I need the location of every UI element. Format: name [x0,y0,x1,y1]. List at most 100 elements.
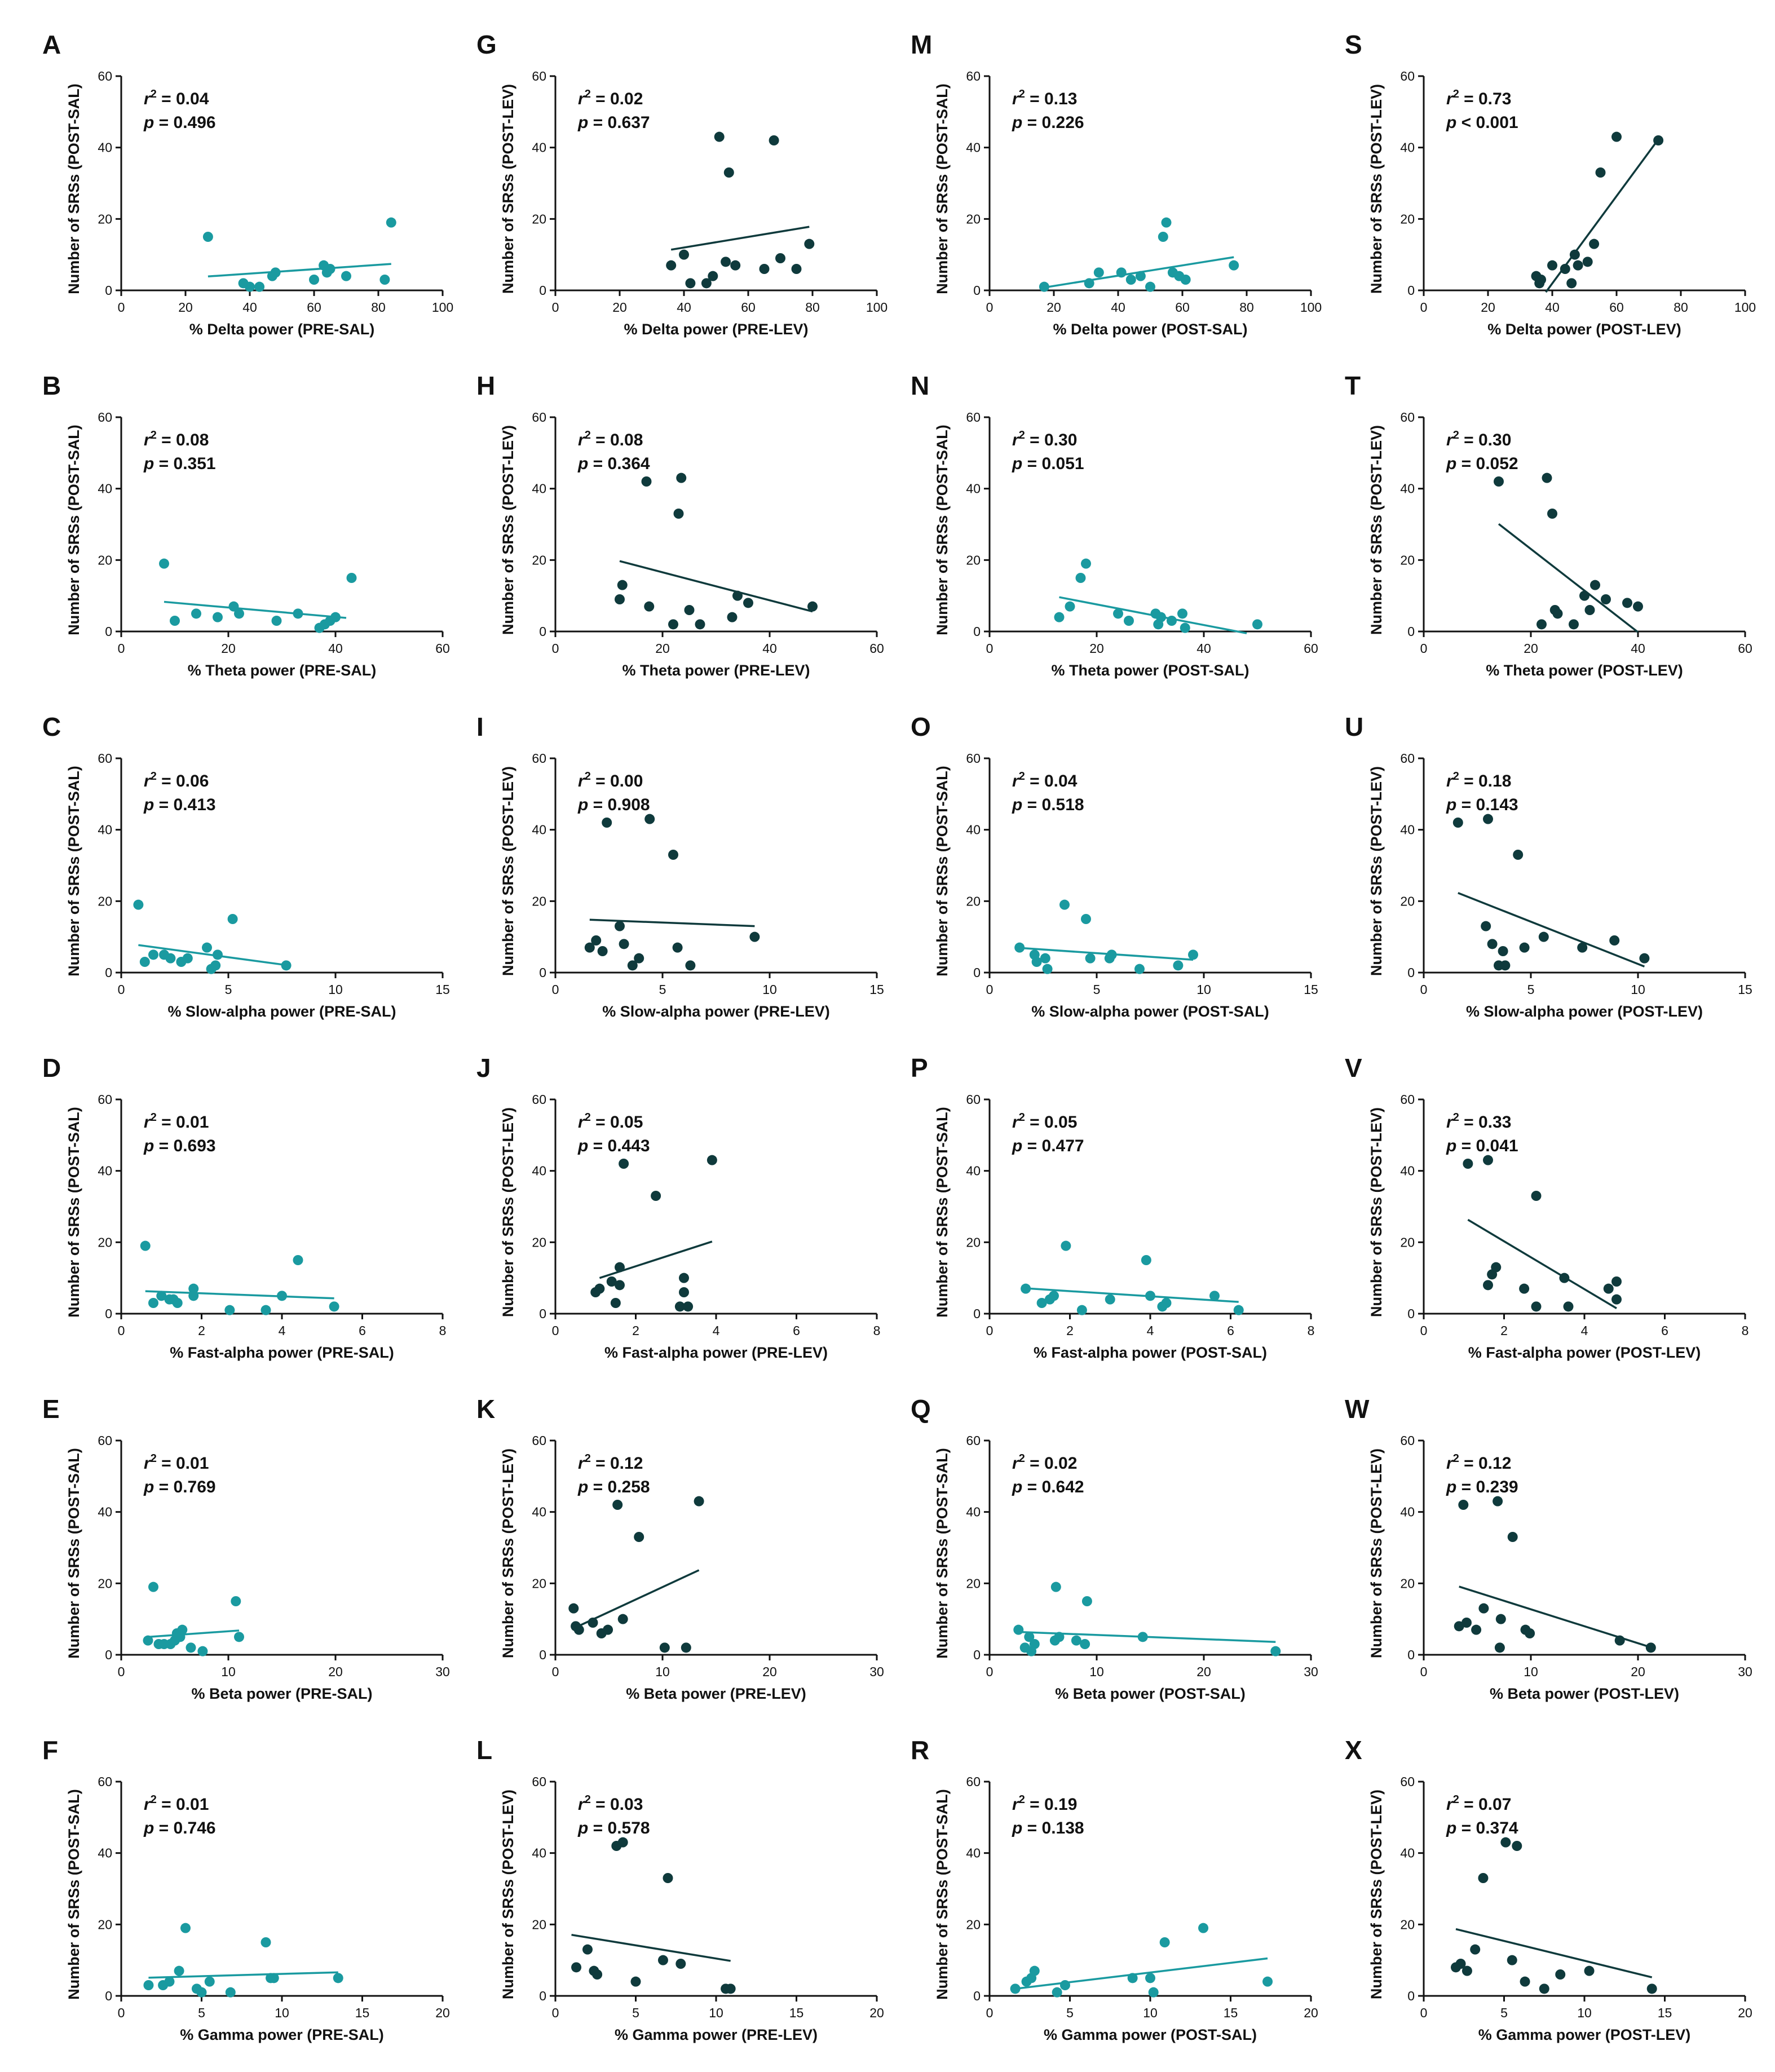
data-point [213,949,223,960]
panel-letter: J [476,1053,491,1083]
data-point [1084,278,1094,289]
data-point [807,601,818,612]
data-point [1595,167,1606,178]
data-point [133,899,144,910]
p-value: = 0.518 [1022,796,1084,814]
y-axis-title: Number of SRSs (POST-SAL) [65,1107,82,1318]
x-axis-title: % Theta power (PRE-SAL) [188,662,377,679]
p-symbol: p [1012,1478,1022,1496]
x-tick-label: 0 [1420,982,1428,997]
data-point [234,608,244,619]
data-point [723,167,734,178]
data-point [804,238,815,249]
x-tick-label: 4 [713,1323,720,1338]
y-tick-label: 20 [98,894,112,908]
r-squared-value: = 0.04 [1025,772,1078,790]
data-point [615,1262,625,1273]
data-point [202,232,213,242]
y-tick-label: 60 [532,1092,546,1107]
data-point [139,957,150,967]
x-tick-label: 0 [552,1664,559,1679]
y-tick-label: 40 [532,140,546,155]
data-point [668,850,678,860]
y-tick-label: 0 [1407,965,1415,980]
data-point [1198,1923,1209,1933]
x-tick-label: 5 [1527,982,1535,997]
p-symbol: p [1446,1478,1456,1496]
data-point [1646,1983,1657,1994]
p-value: = 0.578 [588,1819,650,1837]
data-point [1487,1269,1498,1280]
r-symbol: r [1012,431,1020,449]
data-point [674,1301,685,1312]
x-tick-label: 10 [1089,1664,1104,1679]
x-tick-label: 100 [866,300,888,315]
scatter-panel-k: K 0 20 40 60 0 10 20 30 % Beta power (PRE-LEV) Num… [476,1394,884,1702]
x-tick-label: 20 [1047,300,1061,315]
data-point [1029,1965,1040,1976]
data-point [663,1873,673,1883]
r-squared-exponent: 2 [151,1793,157,1806]
x-tick-label: 100 [1734,300,1756,315]
x-axis-title: % Slow-alpha power (POST-SAL) [1031,1003,1269,1020]
data-point [1081,1596,1092,1606]
data-point [1463,1159,1473,1169]
r-symbol: r [578,90,586,108]
r-squared-value: = 0.13 [1025,90,1078,108]
data-point [1270,1646,1281,1656]
data-point [1116,267,1127,278]
p-symbol: p [1446,454,1456,473]
data-point [1536,619,1547,630]
data-point [325,264,335,274]
y-tick-label: 60 [1400,69,1415,83]
p-value-label: p = 0.642 [1012,1478,1084,1496]
p-value: = 0.413 [154,796,215,814]
y-axis-title: Number of SRSs (POST-LEV) [1368,425,1385,635]
data-point [1493,1496,1503,1506]
x-axis-title: % Slow-alpha power (POST-LEV) [1466,1003,1703,1020]
p-value: < 0.001 [1456,113,1518,132]
p-symbol: p [1012,1137,1022,1155]
scatter-panel-n: N 0 20 40 60 0 20 40 60 % Theta power (POST-SAL) N… [911,371,1318,679]
y-tick-label: 0 [105,1989,112,2003]
data-point [271,616,282,626]
x-tick-label: 60 [307,300,321,315]
data-point [1042,964,1053,974]
data-point [627,960,638,971]
scatter-panel-i: I 0 20 40 60 0 5 10 15 % Slow-alpha power (PRE-LE… [476,712,884,1020]
data-point [1145,281,1155,292]
x-tick-label: 40 [1111,300,1125,315]
scatter-panel-p: P 0 20 40 60 0 2 4 6 8 % Fast-alpha power (POST-SA… [911,1053,1314,1361]
r-symbol: r [1446,772,1454,790]
scatter-panel-u: U 0 20 40 60 0 5 10 15 % Slow-alpha power (POST-L… [1345,712,1752,1020]
data-point [644,601,655,612]
r-squared-exponent: 2 [585,1452,591,1465]
y-tick-label: 40 [966,1505,981,1519]
y-tick-label: 20 [98,1235,112,1249]
r-squared-value: = 0.03 [591,1795,643,1814]
y-tick-label: 0 [1407,624,1415,639]
x-tick-label: 80 [1674,300,1688,315]
x-tick-label: 8 [1742,1323,1749,1338]
x-tick-label: 20 [328,1664,343,1679]
data-point [1014,942,1025,953]
data-point [708,271,718,281]
data-point [769,135,779,145]
r-squared-label: r2 = 0.30 [1446,429,1511,449]
data-point [1569,619,1579,630]
x-tick-label: 6 [359,1323,366,1338]
y-tick-label: 0 [973,1647,981,1662]
y-tick-label: 20 [98,211,112,226]
p-value-label: p = 0.051 [1012,454,1084,473]
p-value: = 0.443 [588,1137,650,1155]
y-axis-title: Number of SRSs (POST-LEV) [500,425,516,635]
panel-letter: F [42,1735,58,1765]
data-point [634,1532,644,1542]
r-squared-label: r2 = 0.04 [1012,770,1078,790]
data-point [1145,1291,1155,1301]
data-point [617,1614,628,1624]
x-tick-label: 20 [869,2005,884,2020]
data-point [1124,616,1134,626]
y-tick-label: 60 [98,69,112,83]
data-point [1478,1873,1489,1883]
